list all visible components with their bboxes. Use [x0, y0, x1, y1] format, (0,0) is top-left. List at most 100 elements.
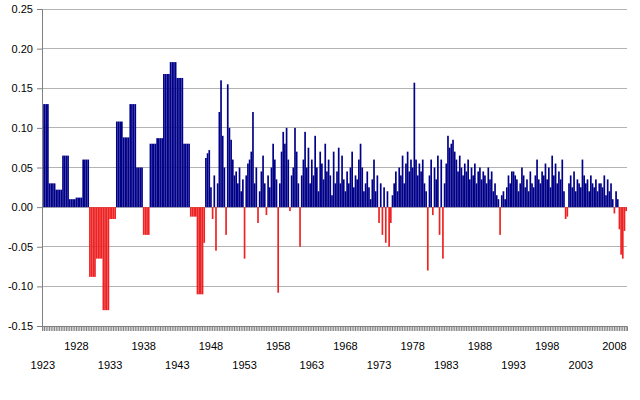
x-tick — [506, 326, 507, 331]
bar — [143, 207, 145, 235]
x-tick-mark — [370, 326, 371, 331]
bar — [392, 195, 394, 207]
x-tick — [197, 326, 198, 331]
bar — [192, 207, 194, 217]
x-tick — [246, 326, 247, 331]
x-tick — [103, 326, 104, 331]
x-tick — [325, 326, 326, 331]
bar — [148, 207, 150, 235]
bar — [121, 122, 123, 208]
x-tick-mark — [197, 326, 198, 331]
x-tick-mark — [367, 326, 368, 331]
bar — [383, 187, 385, 207]
bar — [356, 179, 358, 207]
bar — [457, 171, 459, 207]
bar — [595, 179, 597, 207]
x-tick-mark — [138, 326, 139, 331]
x-tick — [604, 326, 605, 331]
x-tick-mark — [473, 326, 474, 331]
x-tick — [145, 326, 146, 331]
bar — [183, 144, 185, 207]
bar — [262, 156, 264, 208]
x-tick-mark — [405, 326, 406, 331]
x-tick — [370, 326, 371, 331]
bar — [219, 112, 221, 207]
bar — [76, 198, 78, 208]
x-tick-mark — [121, 326, 122, 331]
x-tick — [501, 326, 502, 331]
x-tick-mark — [247, 326, 248, 331]
bar — [92, 207, 94, 277]
x-tick-mark — [147, 326, 148, 331]
x-tick — [526, 326, 527, 331]
x-tick-mark — [281, 326, 282, 331]
x-tick — [622, 326, 623, 331]
x-tick-mark — [513, 326, 514, 331]
x-tick — [163, 326, 164, 331]
x-tick-mark — [538, 326, 539, 331]
x-tick — [520, 326, 521, 331]
bar — [361, 168, 363, 208]
x-tick — [340, 326, 341, 331]
x-tick: 1953 — [232, 326, 256, 371]
bar — [624, 207, 626, 231]
bar — [615, 191, 617, 207]
bar — [434, 168, 436, 208]
x-tick-mark — [389, 326, 390, 331]
bar — [170, 62, 172, 207]
x-tick-mark — [385, 326, 386, 331]
x-tick-mark — [172, 326, 173, 331]
bar — [609, 191, 611, 207]
x-tick-mark — [621, 326, 622, 331]
bar — [556, 183, 558, 207]
y-axis-line — [37, 10, 43, 327]
bar — [471, 168, 473, 208]
x-tick-mark — [113, 326, 114, 331]
bar — [341, 156, 343, 208]
x-tick — [533, 326, 534, 331]
x-tick-mark — [426, 326, 427, 331]
bar — [405, 164, 407, 208]
bar — [528, 191, 530, 207]
x-tick-mark — [569, 326, 570, 331]
bar — [244, 207, 246, 259]
x-tick — [99, 326, 100, 331]
x-tick — [384, 326, 385, 331]
bar — [255, 168, 257, 208]
bar — [173, 62, 175, 207]
x-tick-mark — [358, 326, 359, 331]
bar — [408, 171, 410, 207]
x-tick — [555, 326, 556, 331]
x-tick-mark — [294, 326, 295, 331]
x-tick — [261, 326, 262, 331]
bar — [301, 175, 303, 207]
x-tick — [594, 326, 595, 331]
x-tick — [538, 326, 539, 331]
bar — [291, 175, 293, 207]
x-tick — [621, 326, 622, 331]
bar — [553, 175, 555, 207]
bar — [303, 160, 305, 208]
x-tick-mark — [93, 326, 94, 331]
x-tick-mark — [136, 326, 137, 331]
bar — [585, 183, 587, 207]
x-tick — [51, 326, 52, 331]
x-tick-mark — [508, 326, 509, 331]
bar — [89, 207, 91, 277]
bar — [486, 183, 488, 207]
x-tick — [572, 326, 573, 331]
x-tick-mark — [202, 326, 203, 331]
bar — [313, 175, 315, 207]
x-tick — [392, 326, 393, 331]
bar — [580, 187, 582, 207]
y-tick-label: -0.05 — [8, 241, 33, 253]
bar — [129, 104, 131, 207]
x-tick — [363, 326, 364, 331]
bar — [212, 207, 214, 219]
x-tick — [495, 326, 496, 331]
bar — [338, 148, 340, 207]
x-tick-mark — [165, 326, 166, 331]
bar — [62, 156, 64, 208]
bar — [326, 171, 328, 207]
x-tick-mark — [61, 326, 62, 331]
